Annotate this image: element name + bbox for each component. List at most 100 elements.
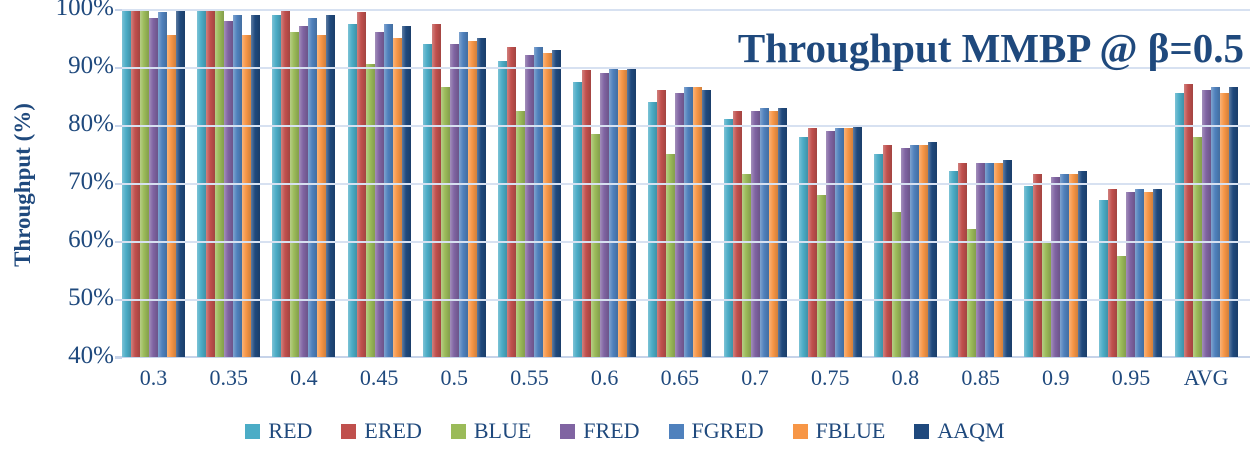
x-tick-label-0.3: 0.3	[139, 365, 168, 390]
legend-swatch-FRED	[560, 423, 576, 439]
bar-RED-0.75	[798, 136, 808, 357]
bar-group-AVG	[1174, 9, 1238, 357]
bar-FBLUE-0.3	[167, 35, 176, 357]
bar-AAQM-0.6	[627, 67, 637, 357]
bar-BLUE-0.7	[741, 174, 751, 357]
bar-RED-0.9	[1024, 185, 1034, 357]
bar-RED-0.95	[1099, 200, 1109, 357]
bar-FRED-0.45	[374, 32, 384, 357]
bar-RED-AVG	[1174, 93, 1184, 357]
y-tick-100	[115, 9, 122, 11]
legend-item-RED: RED	[245, 418, 312, 444]
bar-ERED-0.7	[732, 110, 742, 357]
bar-FBLUE-0.6	[618, 69, 628, 357]
y-axis-tick-labels: 100% 90% 80% 70% 60% 50% 40%	[0, 0, 118, 369]
gridline-80	[122, 125, 1250, 127]
legend-label-FBLUE: FBLUE	[815, 418, 886, 443]
y-tick-label-100: 100%	[55, 0, 114, 21]
legend-label-BLUE: BLUE	[473, 418, 532, 443]
x-axis-tick-labels: 0.3 0.35 0.4 0.45 0.5 0.55 0.6 0.65 0.7 0.75 0.8 0.…	[122, 365, 1250, 391]
plot-area	[115, 9, 1250, 359]
bar-BLUE-0.95	[1117, 255, 1127, 357]
bar-AAQM-0.35	[251, 14, 261, 357]
bar-ERED-0.8	[882, 145, 892, 357]
x-tick-label-0.95: 0.95	[1111, 365, 1151, 390]
bar-FRED-0.65	[675, 93, 685, 357]
legend-item-FGRED: FGRED	[668, 418, 764, 444]
bar-FRED-0.85	[976, 162, 986, 357]
bar-FGRED-0.85	[985, 162, 995, 357]
legend-swatch-FGRED	[668, 423, 684, 439]
bar-FGRED-0.95	[1135, 188, 1145, 357]
y-tick-80	[115, 125, 122, 127]
bar-FGRED-AVG	[1210, 87, 1220, 357]
bar-AAQM-0.65	[702, 90, 712, 357]
bar-RED-0.8	[873, 154, 883, 357]
y-tick-50	[115, 299, 122, 301]
bar-group-0.8	[873, 9, 937, 357]
bar-AAQM-0.55	[551, 49, 561, 357]
bar-AAQM-0.45	[401, 26, 411, 357]
x-tick-label-0.65: 0.65	[660, 365, 700, 390]
bar-RED-0.7	[723, 119, 733, 357]
x-tick-label-0.35: 0.35	[209, 365, 248, 390]
bar-FBLUE-AVG	[1219, 93, 1229, 357]
bar-AAQM-0.85	[1003, 159, 1013, 357]
bar-ERED-0.85	[958, 162, 968, 357]
bar-AAQM-0.5	[476, 38, 486, 357]
bar-group-0.95	[1099, 9, 1163, 357]
bar-FGRED-0.6	[609, 67, 619, 357]
x-tick-label-0.4: 0.4	[290, 365, 318, 390]
legend-label-FGRED: FGRED	[691, 418, 764, 443]
legend-swatch-ERED	[341, 423, 357, 439]
bar-RED-0.4	[272, 14, 282, 357]
x-tick-label-0.9: 0.9	[1042, 365, 1070, 390]
gridline-70	[122, 183, 1250, 185]
legend-item-ERED: ERED	[341, 418, 422, 444]
bar-AAQM-0.9	[1078, 171, 1088, 357]
bar-FBLUE-0.85	[994, 162, 1004, 357]
bar-FRED-0.3	[149, 17, 158, 357]
bar-BLUE-AVG	[1192, 136, 1202, 357]
legend-label-ERED: ERED	[364, 418, 422, 443]
legend-label-AAQM: AAQM	[937, 418, 1005, 443]
bar-ERED-0.95	[1108, 188, 1118, 357]
y-tick-label-80: 80%	[68, 109, 114, 137]
bar-FBLUE-0.8	[918, 145, 928, 357]
bar-BLUE-0.55	[515, 110, 525, 357]
x-tick-label-0.45: 0.45	[359, 365, 399, 390]
bar-ERED-0.65	[657, 90, 667, 357]
bar-FBLUE-0.9	[1069, 174, 1079, 357]
gridline-60	[122, 241, 1250, 243]
y-tick-60	[115, 241, 122, 243]
y-tick-90	[115, 67, 122, 69]
bar-RED-0.85	[949, 171, 959, 357]
bar-group-0.85	[949, 9, 1013, 357]
y-tick-label-70: 70%	[68, 167, 114, 195]
legend-item-FRED: FRED	[560, 418, 640, 444]
x-tick-label-0.8: 0.8	[891, 365, 920, 390]
bar-FBLUE-0.45	[392, 38, 402, 357]
bar-FRED-0.95	[1126, 191, 1136, 357]
bar-group-0.5	[422, 9, 486, 357]
bar-group-0.4	[272, 9, 336, 357]
gridline-90	[122, 67, 1250, 69]
legend-item-AAQM: AAQM	[914, 418, 1005, 444]
bar-BLUE-0.75	[816, 194, 826, 357]
bar-FRED-0.35	[224, 20, 234, 357]
legend-swatch-BLUE	[450, 423, 466, 439]
bar-FGRED-0.35	[233, 14, 243, 357]
bar-AAQM-0.95	[1153, 188, 1163, 357]
y-tick-label-60: 60%	[68, 225, 114, 253]
bar-FGRED-0.4	[308, 17, 318, 357]
bar-FBLUE-0.95	[1144, 191, 1154, 357]
bar-FBLUE-0.4	[317, 35, 327, 357]
bar-FRED-0.55	[524, 55, 534, 357]
x-axis-line	[115, 356, 1250, 358]
y-tick-70	[115, 183, 122, 185]
bar-FRED-0.7	[750, 110, 760, 357]
y-tick-40	[115, 357, 122, 359]
bar-RED-0.65	[648, 101, 658, 357]
bar-BLUE-0.8	[891, 212, 901, 357]
